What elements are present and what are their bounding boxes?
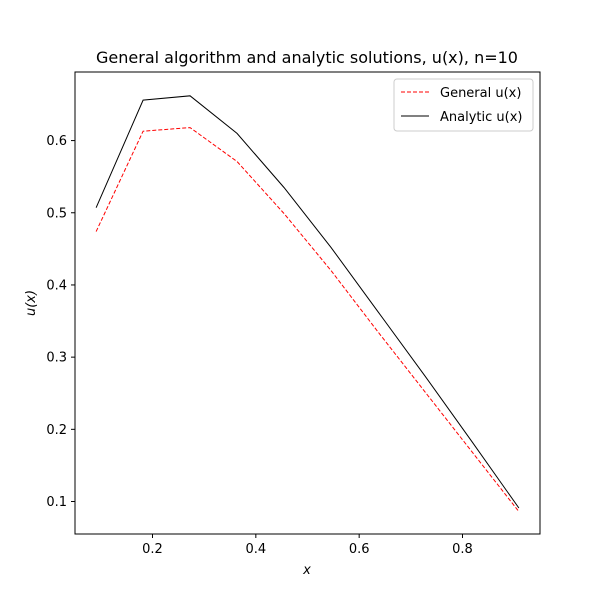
x-tick-label: 0.6 <box>349 542 370 557</box>
x-axis-ticks: 0.2 0.4 0.6 0.8 <box>142 534 473 557</box>
x-tick-label: 0.8 <box>452 542 473 557</box>
y-axis-label: u(x) <box>24 290 39 316</box>
x-axis-label: x <box>302 563 311 578</box>
y-tick-label: 0.2 <box>46 423 67 438</box>
y-axis-ticks: 0.1 0.2 0.3 0.4 0.5 0.6 <box>46 134 75 510</box>
legend: General u(x) Analytic u(x) <box>393 78 534 132</box>
chart-title: General algorithm and analytic solutions… <box>96 48 518 67</box>
y-tick-label: 0.3 <box>46 351 67 366</box>
x-tick-label: 0.4 <box>245 542 266 557</box>
x-tick-label: 0.2 <box>142 542 163 557</box>
y-tick-label: 0.6 <box>46 134 67 149</box>
plot-frame <box>74 71 541 535</box>
y-tick-label: 0.1 <box>46 495 67 510</box>
plot-lines <box>95 95 520 512</box>
legend-label-general: General u(x) <box>440 86 521 101</box>
legend-label-analytic: Analytic u(x) <box>440 110 522 125</box>
y-tick-label: 0.4 <box>46 278 67 293</box>
y-tick-label: 0.5 <box>46 206 67 221</box>
series-line-1 <box>95 95 520 509</box>
series-line-0 <box>95 127 520 512</box>
